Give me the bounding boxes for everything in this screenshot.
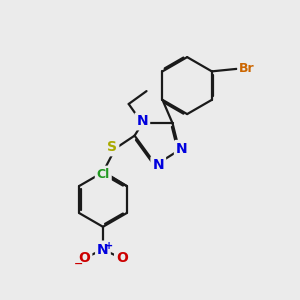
Text: S: S [107,140,117,154]
Text: N: N [136,114,148,128]
Text: N: N [152,158,164,172]
Text: +: + [105,241,113,251]
Text: O: O [116,251,128,265]
Text: Cl: Cl [97,167,110,181]
Text: −: − [74,259,83,269]
Text: N: N [97,243,109,256]
Text: O: O [78,251,90,265]
Text: Br: Br [239,62,255,75]
Text: N: N [176,142,188,156]
